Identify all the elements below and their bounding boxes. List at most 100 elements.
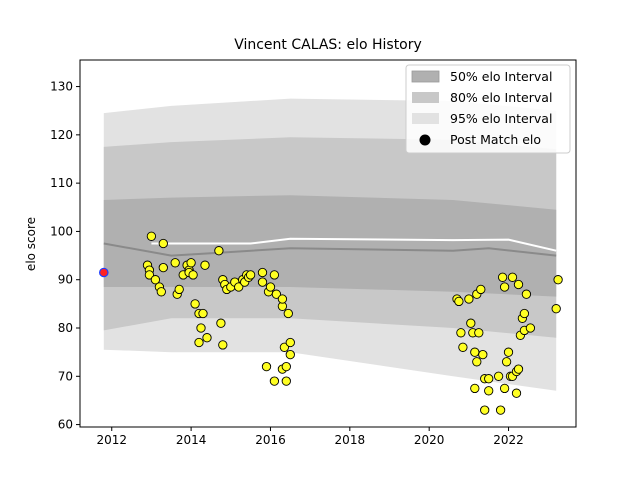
post-match-point — [499, 383, 510, 394]
post-match-point — [156, 287, 166, 297]
post-match-point — [158, 238, 168, 249]
post-match-point — [216, 318, 226, 328]
x-tick-label: 2022 — [493, 433, 524, 447]
post-match-point — [285, 349, 295, 360]
post-match-point — [279, 342, 290, 352]
post-match-point — [521, 289, 532, 299]
post-match-point — [525, 323, 536, 333]
post-match-point — [196, 323, 206, 333]
x-tick-label: 2012 — [96, 433, 127, 447]
post-match-point — [158, 262, 168, 273]
post-match-point — [551, 304, 561, 314]
post-match-point — [484, 374, 494, 384]
y-axis-label: elo score — [24, 217, 38, 271]
post-match-point — [470, 347, 480, 357]
post-match-point — [499, 282, 510, 292]
legend-swatch — [412, 92, 439, 103]
post-match-point — [265, 282, 276, 292]
post-match-point — [513, 279, 524, 290]
legend-swatch — [411, 70, 440, 83]
elo-lines — [103, 237, 557, 257]
post-match-point — [493, 371, 504, 381]
y-tick-label: 70 — [58, 369, 73, 383]
plot-frame — [79, 59, 577, 428]
post-match-point — [503, 347, 514, 357]
legend-label: 95% elo Interval — [450, 111, 552, 126]
y-tick-label: 110 — [50, 176, 73, 190]
post-match-point — [186, 258, 196, 268]
post-match-point — [466, 318, 476, 328]
post-match-point — [285, 337, 295, 348]
legend-swatch — [412, 113, 439, 124]
post-match-point — [501, 357, 512, 367]
post-match-point — [497, 272, 508, 282]
y-tick-label: 130 — [50, 80, 73, 94]
post-match-point — [170, 258, 180, 268]
post-match-point — [277, 294, 288, 304]
post-match-point — [454, 296, 464, 307]
post-match-point — [519, 308, 530, 319]
post-match-point — [174, 284, 184, 295]
initial-elo-point — [99, 267, 109, 278]
post-match-point — [269, 376, 280, 386]
post-match-point — [478, 349, 488, 360]
post-match-point — [194, 337, 204, 348]
post-match-point — [476, 284, 486, 295]
legend: 50% elo Interval 80% elo Interval 95% elo … — [405, 64, 571, 154]
y-tick-label: 90 — [58, 273, 73, 287]
post-match-point — [218, 340, 228, 350]
post-match-point — [281, 361, 291, 372]
post-match-point — [458, 342, 468, 352]
post-match-point — [464, 294, 474, 304]
post-match-point — [281, 376, 291, 386]
post-match-point — [470, 383, 480, 394]
post-match-point — [200, 260, 210, 270]
post-match-point — [261, 361, 272, 372]
post-match-point — [188, 270, 198, 280]
legend-marker — [419, 134, 431, 146]
y-tick-label: 120 — [50, 128, 73, 142]
post-match-point — [202, 333, 212, 343]
legend-label: 80% elo Interval — [450, 90, 552, 105]
post-match-point — [234, 282, 244, 292]
x-tick-label: 2014 — [176, 433, 207, 447]
interval-bands — [103, 98, 557, 391]
post-match-point — [245, 270, 256, 280]
x-tick-label: 2020 — [414, 433, 445, 447]
post-match-point — [495, 405, 506, 415]
band-50 — [103, 195, 557, 297]
post-match-points — [99, 231, 563, 415]
y-tick-label: 80 — [58, 321, 73, 335]
legend-label: 50% elo Interval — [450, 69, 552, 84]
post-match-point — [553, 275, 563, 285]
post-match-point — [257, 277, 268, 287]
y-axis: 60 70 80 90 100 110 120 130 — [50, 80, 80, 432]
x-tick-label: 2016 — [255, 433, 286, 447]
post-match-point — [513, 364, 524, 374]
post-match-point — [144, 270, 155, 280]
post-match-point — [271, 289, 282, 299]
post-match-point — [190, 299, 200, 309]
post-match-point — [456, 328, 466, 338]
post-match-point — [257, 267, 268, 278]
y-tick-label: 60 — [58, 418, 73, 432]
post-match-point — [484, 386, 494, 396]
legend-label: Post Match elo — [450, 132, 541, 147]
post-match-point — [472, 357, 482, 367]
post-match-point — [198, 308, 208, 319]
post-match-point — [474, 328, 484, 338]
x-axis: 2012 2014 2016 2018 2020 2022 — [96, 427, 524, 447]
post-match-point — [150, 275, 161, 285]
post-match-point — [507, 272, 518, 282]
mean-elo-line — [151, 237, 557, 252]
post-match-point — [269, 270, 280, 280]
median-elo-line — [103, 242, 557, 257]
y-tick-label: 100 — [50, 224, 73, 238]
chart-title: Vincent CALAS: elo History — [234, 37, 422, 53]
post-match-point — [511, 388, 522, 398]
post-match-point — [146, 231, 157, 241]
x-tick-label: 2018 — [335, 433, 366, 447]
post-match-point — [283, 308, 293, 319]
post-match-point — [480, 405, 490, 415]
